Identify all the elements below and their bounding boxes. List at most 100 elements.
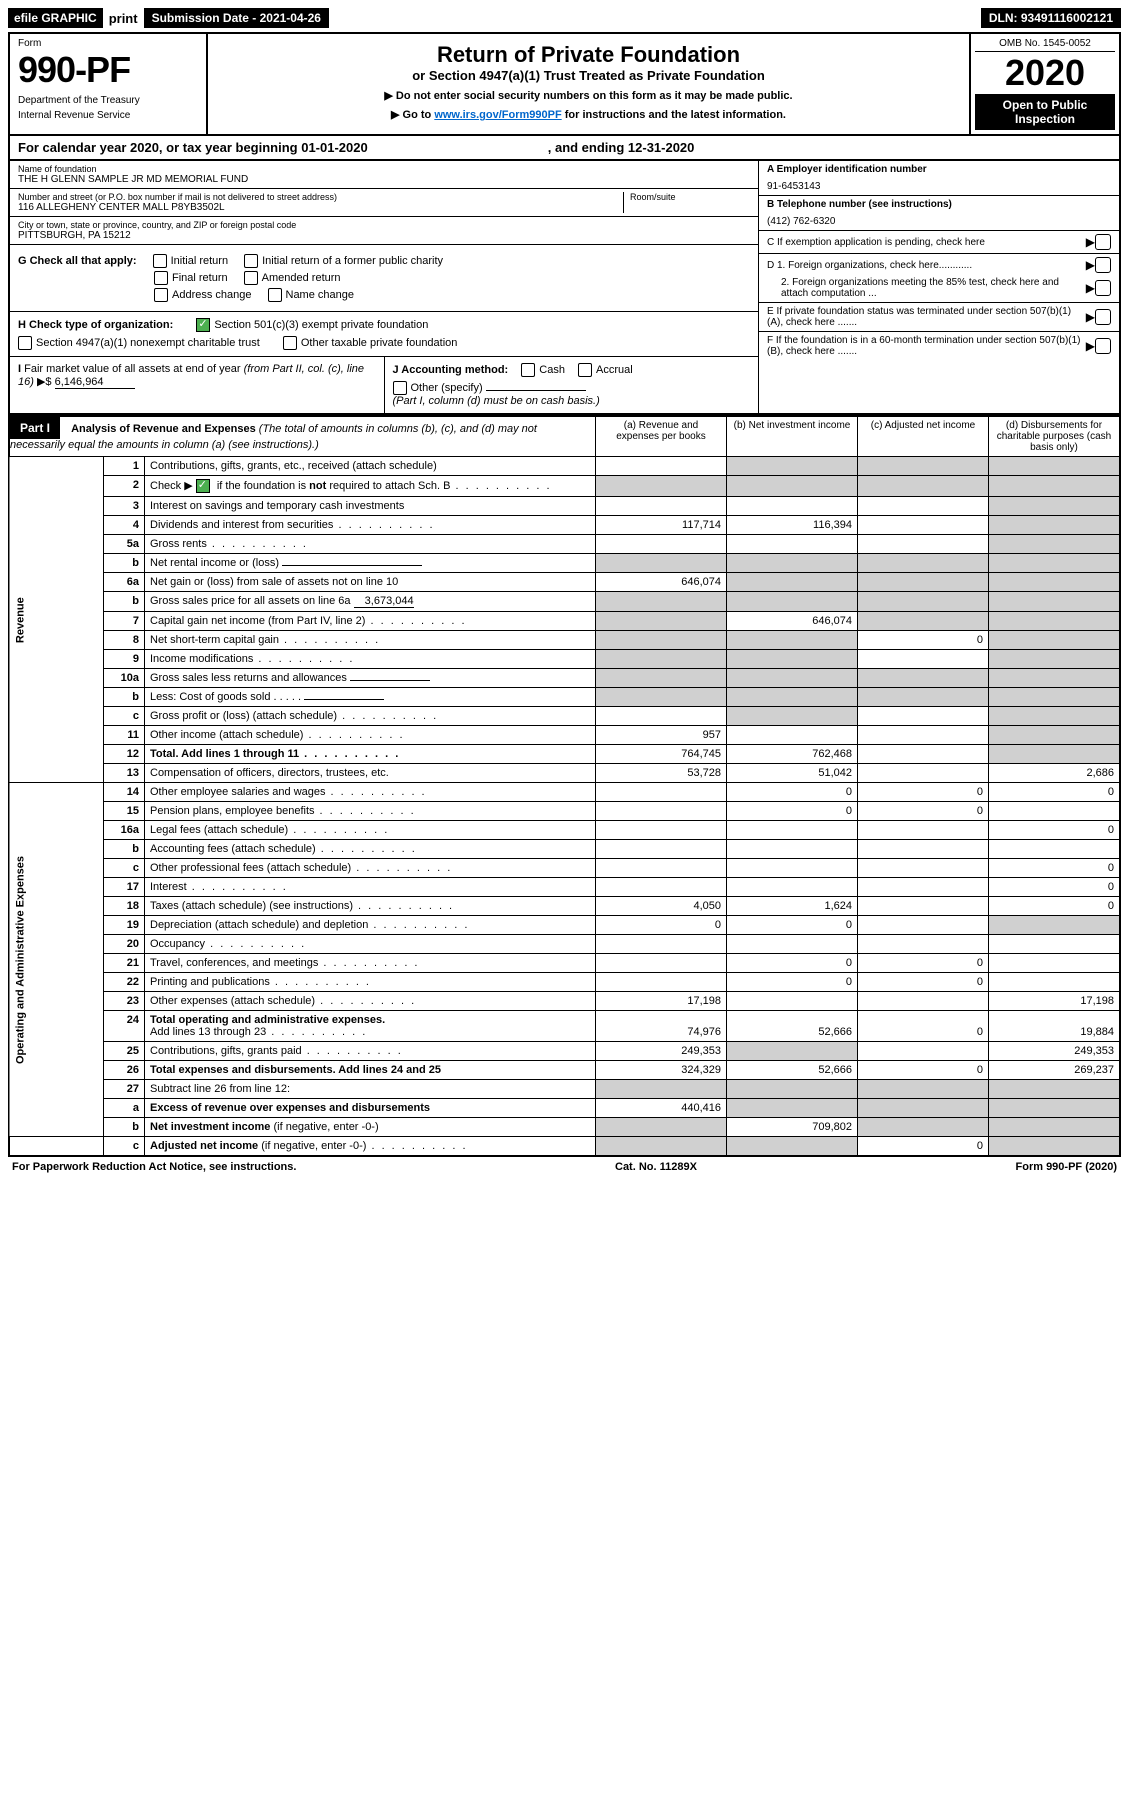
l2: Check ▶ if the foundation is not require… (145, 476, 596, 497)
l27bb: 709,802 (727, 1118, 858, 1137)
name-label: Name of foundation (18, 164, 750, 174)
cb-other-acct[interactable] (393, 381, 407, 395)
l4b: 116,394 (727, 516, 858, 535)
instr-link[interactable]: www.irs.gov/Form990PF (434, 109, 561, 121)
l23a: 17,198 (596, 992, 727, 1011)
l13a: 53,728 (596, 764, 727, 783)
l4a: 117,714 (596, 516, 727, 535)
room-label: Room/suite (630, 192, 750, 202)
l24a: 74,976 (596, 1011, 727, 1042)
cb-e[interactable] (1095, 309, 1111, 325)
cb-501c3[interactable] (196, 318, 210, 332)
opt-501c3: Section 501(c)(3) exempt private foundat… (214, 319, 428, 331)
cb-other-tax[interactable] (283, 336, 297, 350)
opt-other-acct: Other (specify) (411, 382, 483, 394)
cb-schb[interactable] (196, 479, 210, 493)
l22c: 0 (858, 973, 989, 992)
l23d: 17,198 (989, 992, 1121, 1011)
l26d: 269,237 (989, 1061, 1121, 1080)
l14c: 0 (858, 783, 989, 802)
l17d: 0 (989, 878, 1121, 897)
opt-name-change: Name change (286, 289, 355, 301)
l21: Travel, conferences, and meetings (145, 954, 596, 973)
l2-pre: Check ▶ (150, 480, 193, 492)
l25: Contributions, gifts, grants paid (145, 1042, 596, 1061)
e-label: E If private foundation status was termi… (767, 306, 1086, 328)
l21c: 0 (858, 954, 989, 973)
e-row: E If private foundation status was termi… (759, 303, 1119, 332)
addr-label: Number and street (or P.O. box number if… (18, 192, 623, 202)
l24: Total operating and administrative expen… (145, 1011, 596, 1042)
l12: Total. Add lines 1 through 11 (145, 745, 596, 764)
l26c: 0 (858, 1061, 989, 1080)
footer-mid: Cat. No. 11289X (615, 1161, 697, 1173)
addr-row: Number and street (or P.O. box number if… (10, 189, 758, 217)
l24c: 0 (858, 1011, 989, 1042)
cb-addr-change[interactable] (154, 288, 168, 302)
col-a-head: (a) Revenue and expenses per books (596, 416, 727, 457)
l25d: 249,353 (989, 1042, 1121, 1061)
l13d: 2,686 (989, 764, 1121, 783)
l26: Total expenses and disbursements. Add li… (145, 1061, 596, 1080)
city-label: City or town, state or province, country… (18, 220, 750, 230)
instr-1: ▶ Do not enter social security numbers o… (216, 89, 961, 102)
cb-f[interactable] (1095, 338, 1111, 354)
cb-initial[interactable] (153, 254, 167, 268)
print-link[interactable]: print (109, 11, 138, 26)
expenses-label: Operating and Administrative Expenses (9, 783, 104, 1137)
l17: Interest (145, 878, 596, 897)
footer-left: For Paperwork Reduction Act Notice, see … (12, 1161, 296, 1173)
form-subtitle: or Section 4947(a)(1) Trust Treated as P… (216, 68, 961, 83)
cb-initial-former[interactable] (244, 254, 258, 268)
form-mid: Return of Private Foundation or Section … (208, 34, 969, 134)
l6aa: 646,074 (596, 573, 727, 592)
l6a: Net gain or (loss) from sale of assets n… (145, 573, 596, 592)
l27aa: 440,416 (596, 1099, 727, 1118)
cb-4947[interactable] (18, 336, 32, 350)
footer: For Paperwork Reduction Act Notice, see … (8, 1161, 1121, 1173)
cb-d2[interactable] (1095, 280, 1111, 296)
form-right: OMB No. 1545-0052 2020 Open to Public In… (969, 34, 1119, 134)
dept-treasury: Department of the Treasury (18, 95, 198, 106)
l22b: 0 (727, 973, 858, 992)
l27cc: 0 (858, 1137, 989, 1157)
cb-cash[interactable] (521, 363, 535, 377)
l16ad: 0 (989, 821, 1121, 840)
footer-right: Form 990-PF (2020) (1016, 1161, 1118, 1173)
l24b: 52,666 (727, 1011, 858, 1042)
info-left: Name of foundation THE H GLENN SAMPLE JR… (10, 161, 758, 413)
info-grid: Name of foundation THE H GLENN SAMPLE JR… (8, 161, 1121, 415)
foundation-name: THE H GLENN SAMPLE JR MD MEMORIAL FUND (18, 174, 750, 185)
opt-amended: Amended return (262, 272, 341, 284)
cb-c[interactable] (1095, 234, 1111, 250)
b-row: B Telephone number (see instructions) (4… (759, 196, 1119, 231)
l19b: 0 (727, 916, 858, 935)
cb-amended[interactable] (244, 271, 258, 285)
address: 116 ALLEGHENY CENTER MALL P8YB3502L (18, 202, 623, 213)
form-title: Return of Private Foundation (216, 42, 961, 68)
cb-accrual[interactable] (578, 363, 592, 377)
l1: Contributions, gifts, grants, etc., rece… (145, 457, 596, 476)
d-row: D 1. Foreign organizations, check here..… (759, 254, 1119, 303)
section-ij: I Fair market value of all assets at end… (10, 356, 758, 413)
cb-final[interactable] (154, 271, 168, 285)
opt-4947: Section 4947(a)(1) nonexempt charitable … (36, 337, 260, 349)
cb-d1[interactable] (1095, 257, 1111, 273)
section-g: G Check all that apply: Initial return I… (10, 245, 758, 312)
l18b: 1,624 (727, 897, 858, 916)
instr2-post: for instructions and the latest informat… (562, 109, 786, 121)
l6b-val: 3,673,044 (354, 595, 414, 608)
l16cd: 0 (989, 859, 1121, 878)
l27b: Net investment income (if negative, ente… (145, 1118, 596, 1137)
tax-year: 2020 (975, 52, 1115, 94)
h-label: H Check type of organization: (18, 319, 173, 331)
a-row: A Employer identification number 91-6453… (759, 161, 1119, 196)
g-label: G Check all that apply: (18, 255, 137, 267)
cb-name-change[interactable] (268, 288, 282, 302)
l16a: Legal fees (attach schedule) (145, 821, 596, 840)
l13b: 51,042 (727, 764, 858, 783)
l11: Other income (attach schedule) (145, 726, 596, 745)
l27a: Excess of revenue over expenses and disb… (145, 1099, 596, 1118)
j-note: (Part I, column (d) must be on cash basi… (393, 395, 751, 407)
d2-label: 2. Foreign organizations meeting the 85%… (767, 277, 1086, 299)
